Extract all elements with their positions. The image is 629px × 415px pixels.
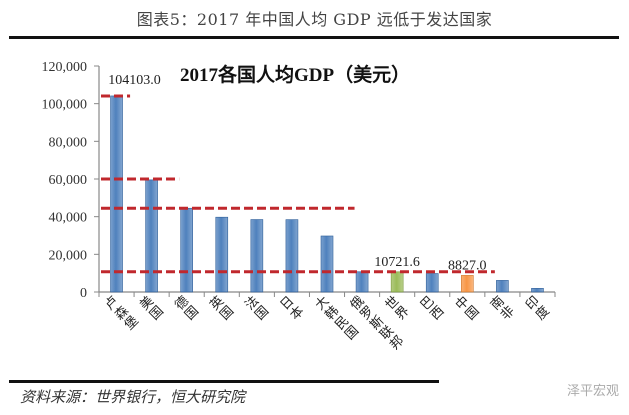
x-category-label: 印度	[523, 294, 553, 324]
y-tick-label: 0	[80, 286, 87, 301]
x-category-label: 世界	[383, 294, 413, 324]
y-tick-label: 60,000	[49, 173, 88, 188]
x-category-label: 卢森堡	[101, 293, 141, 333]
bar	[110, 95, 123, 293]
bar	[215, 216, 229, 293]
x-category-label: 日本	[278, 294, 308, 324]
bar	[425, 273, 439, 293]
y-tick-label: 120,000	[42, 60, 88, 75]
bar	[320, 235, 334, 293]
top-rule	[9, 36, 619, 39]
watermark: 泽平宏观	[566, 384, 619, 399]
x-category-label: 中国	[453, 294, 483, 324]
x-category-label: 英国	[207, 294, 237, 324]
bar-chart: 0 20,000 40,000 60,000 80,000 100,000 120,000 1…	[42, 60, 556, 353]
chart-title: 2017各国人均GDP（美元）	[180, 65, 411, 86]
bar	[250, 219, 264, 293]
x-category-label: 法国	[242, 294, 272, 324]
y-tick-label: 80,000	[49, 135, 88, 150]
x-category-label: 巴西	[418, 294, 448, 324]
source-note: 资料来源：世界银行，恒大研究院	[20, 388, 246, 406]
y-tick-label: 40,000	[49, 211, 88, 226]
data-label: 8827.0	[448, 258, 487, 273]
bar	[285, 219, 299, 293]
bar	[461, 275, 474, 293]
y-tick-label: 20,000	[49, 248, 88, 263]
bar	[355, 271, 369, 293]
x-category-label: 德国	[172, 294, 202, 324]
x-category-label: 南非	[487, 293, 517, 323]
bottom-rule	[9, 380, 439, 383]
bar	[496, 280, 509, 293]
data-label: 10721.6	[374, 255, 420, 270]
bar	[390, 271, 404, 293]
bar	[531, 288, 544, 293]
y-tick-label: 100,000	[42, 98, 88, 113]
figure-title: 图表5：2017 年中国人均 GDP 远低于发达国家	[136, 10, 493, 29]
data-label: 104103.0	[108, 73, 161, 88]
bar	[180, 207, 193, 293]
bar	[145, 179, 158, 293]
x-category-label: 美国	[137, 294, 167, 324]
